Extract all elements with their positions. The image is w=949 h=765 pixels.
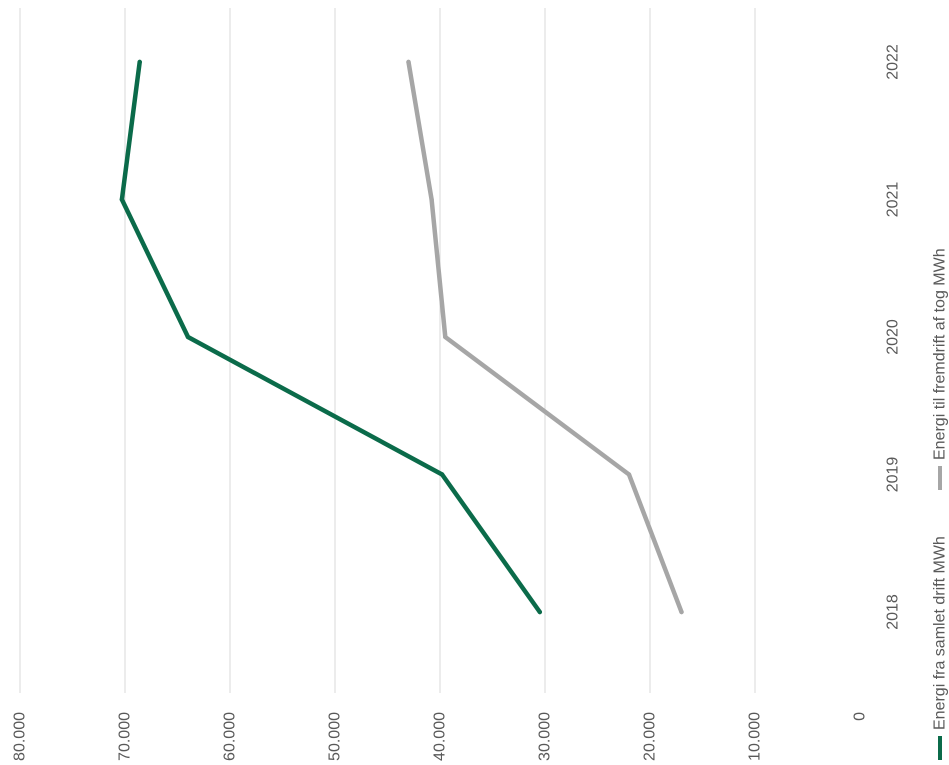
value-tick-label: 60.000 bbox=[222, 712, 239, 761]
category-tick-label: 2021 bbox=[885, 182, 902, 218]
value-tick-label: 10.000 bbox=[747, 712, 764, 761]
legend-label: Energi til fremdrift af tog MWh bbox=[932, 248, 949, 460]
data-point bbox=[120, 197, 124, 201]
data-point bbox=[429, 197, 433, 201]
category-tick-label: 2020 bbox=[885, 319, 902, 355]
category-axis-tick-labels: 2018 2019 2020 2021 2022 bbox=[885, 44, 902, 630]
data-point bbox=[679, 610, 683, 614]
data-point bbox=[538, 610, 542, 614]
legend: Energi fra samlet drift MWh Energi til fr… bbox=[932, 248, 949, 760]
data-point bbox=[186, 335, 190, 339]
value-tick-label: 0 bbox=[852, 712, 869, 721]
value-tick-label: 30.000 bbox=[537, 712, 554, 761]
value-tick-label: 20.000 bbox=[642, 712, 659, 761]
value-tick-label: 50.000 bbox=[327, 712, 344, 761]
series-lines bbox=[120, 60, 684, 614]
data-point bbox=[443, 335, 447, 339]
category-tick-label: 2019 bbox=[885, 457, 902, 493]
series-line-1 bbox=[122, 62, 540, 612]
data-point bbox=[406, 60, 410, 64]
value-tick-label: 40.000 bbox=[432, 712, 449, 761]
value-tick-label: 70.000 bbox=[117, 712, 134, 761]
legend-label: Energi fra samlet drift MWh bbox=[932, 536, 949, 730]
data-point bbox=[138, 60, 142, 64]
data-point bbox=[440, 472, 444, 476]
value-axis-tick-labels: 0 10.000 20.000 30.000 40.000 50.000 60.000 70.… bbox=[12, 712, 869, 761]
category-tick-label: 2018 bbox=[885, 594, 902, 630]
category-tick-label: 2022 bbox=[885, 44, 902, 80]
data-point bbox=[627, 472, 631, 476]
gridlines bbox=[20, 8, 755, 693]
value-tick-label: 80.000 bbox=[12, 712, 29, 761]
